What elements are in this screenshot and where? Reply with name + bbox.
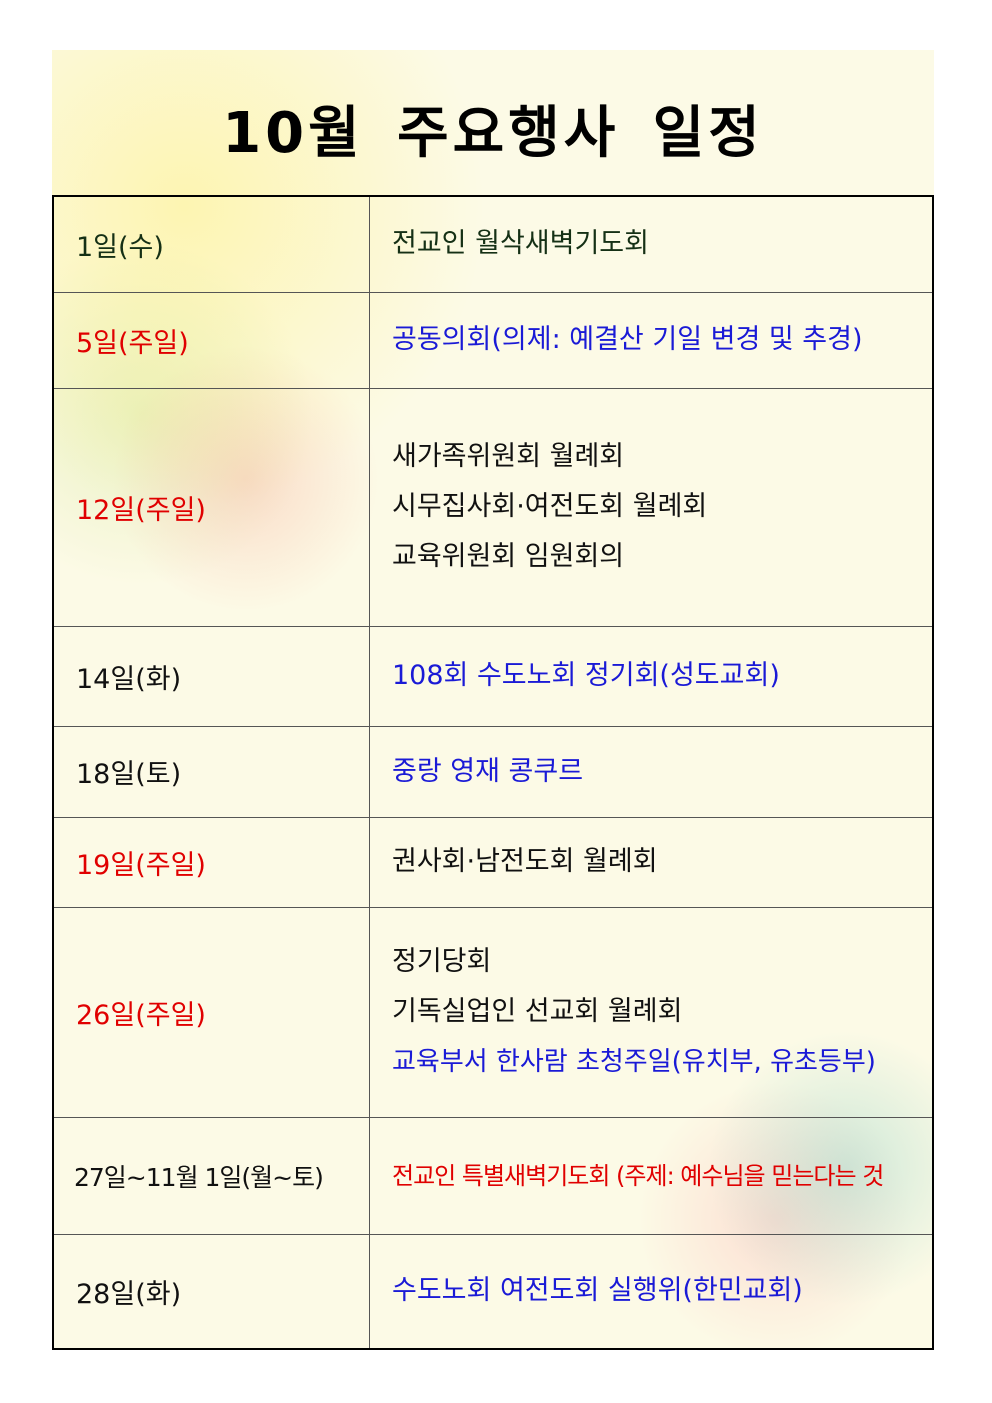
row: 14일(화) 108회 수도노회 정기회(성도교회) (52, 625, 934, 727)
date: 1일(수) (52, 195, 370, 293)
event: 권사회·남전도회 월례회 (392, 846, 658, 877)
event: 공동의회(의제: 예결산 기일 변경 및 추경) (392, 324, 863, 355)
row: 5일(주일) 공동의회(의제: 예결산 기일 변경 및 추경) (52, 291, 934, 389)
event: 정기당회 (392, 946, 492, 977)
event: 기독실업인 선교회 월례회 (392, 996, 683, 1027)
event: 새가족위원회 월례회 (392, 441, 625, 472)
schedule-table: 1일(수) 전교인 월삭새벽기도회 5일(주일) 공동의회(의제: 예결산 기일 변… (52, 195, 934, 1350)
event: 중랑 영재 콩쿠르 (392, 755, 584, 787)
title: 10월 주요행사 일정 (222, 101, 764, 166)
event: 108회 수도노회 정기회(성도교회) (392, 660, 780, 691)
date: 28일(화) (52, 1233, 370, 1350)
date: 12일(주일) (52, 387, 370, 627)
date: 26일(주일) (52, 906, 370, 1118)
event: 전교인 월삭새벽기도회 (392, 228, 649, 260)
row: 28일(화) 수도노회 여전도회 실행위(한민교회) (52, 1233, 934, 1350)
row: 18일(토) 중랑 영재 콩쿠르 (52, 725, 934, 818)
date: 19일(주일) (52, 816, 370, 908)
events: 108회 수도노회 정기회(성도교회) (369, 625, 934, 727)
event: 전교인 특별새벽기도회 (주제: 예수님을 믿는다는 것 (392, 1161, 884, 1190)
event: 교육부서 한사람 초청주일(유치부, 유초등부) (392, 1047, 876, 1077)
date: 18일(토) (52, 725, 370, 818)
events: 중랑 영재 콩쿠르 (369, 725, 934, 818)
row: 26일(주일) 정기당회 기독실업인 선교회 월례회 교육부서 한사람 초청주일(유치… (52, 906, 934, 1118)
row: 1일(수) 전교인 월삭새벽기도회 (52, 195, 934, 293)
row: 12일(주일) 새가족위원회 월례회 시무집사회·여전도회 월례회 교육위원회 임원회… (52, 387, 934, 627)
date: 14일(화) (52, 625, 370, 727)
event: 시무집사회·여전도회 월례회 (392, 491, 708, 522)
events: 수도노회 여전도회 실행위(한민교회) (369, 1233, 934, 1350)
events: 전교인 월삭새벽기도회 (369, 195, 934, 293)
date: 5일(주일) (52, 291, 370, 389)
date: 27일~11월 1일(월~토) (52, 1116, 370, 1235)
events: 권사회·남전도회 월례회 (369, 816, 934, 908)
events: 공동의회(의제: 예결산 기일 변경 및 추경) (369, 291, 934, 389)
events: 전교인 특별새벽기도회 (주제: 예수님을 믿는다는 것 (369, 1116, 934, 1235)
row: 19일(주일) 권사회·남전도회 월례회 (52, 816, 934, 908)
event: 수도노회 여전도회 실행위(한민교회) (392, 1275, 803, 1307)
event: 교육위원회 임원회의 (392, 541, 625, 572)
row: 27일~11월 1일(월~토) 전교인 특별새벽기도회 (주제: 예수님을 믿는다… (52, 1116, 934, 1235)
